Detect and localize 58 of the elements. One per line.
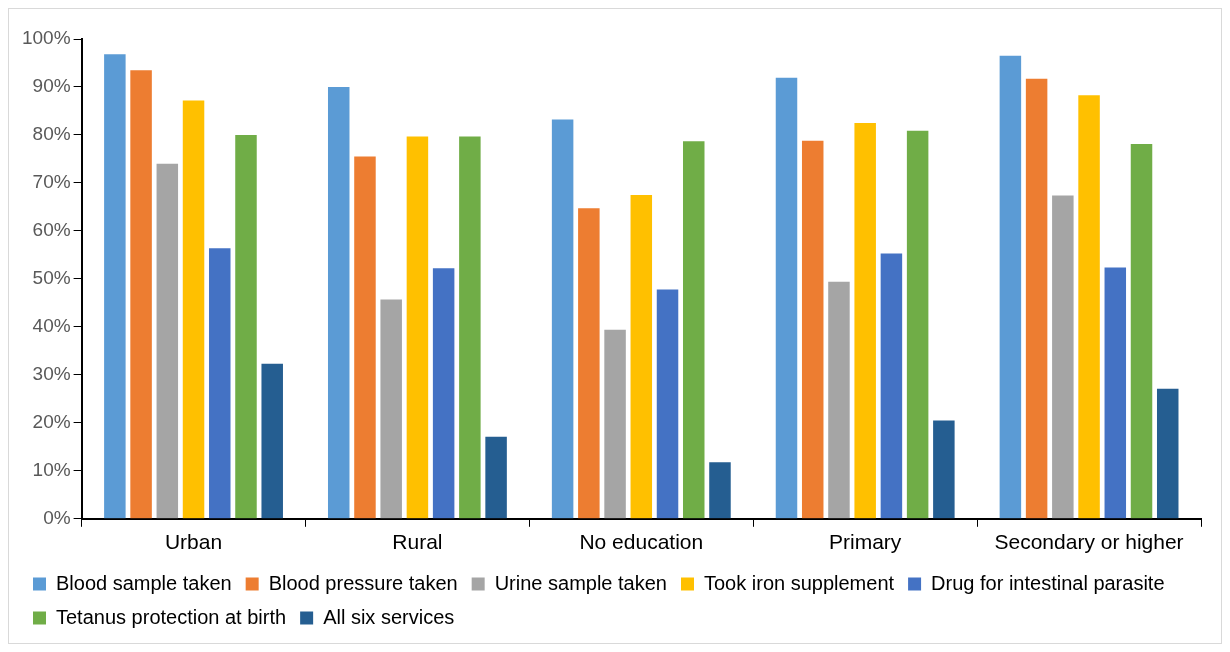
bar xyxy=(406,136,429,519)
bar xyxy=(1078,95,1100,519)
legend-label: Blood pressure taken xyxy=(268,571,458,594)
bar xyxy=(130,70,152,519)
legend-label: Urine sample taken xyxy=(494,571,667,594)
bar xyxy=(551,119,574,519)
bar xyxy=(182,100,205,519)
bar xyxy=(801,140,824,519)
bar xyxy=(1025,78,1048,519)
bar xyxy=(1104,267,1127,519)
y-tick-label: 70% xyxy=(32,171,71,193)
x-tick-label: Urban xyxy=(164,530,223,554)
y-tick-label: 20% xyxy=(32,411,71,433)
y-tick-label: 10% xyxy=(32,459,71,481)
x-tick-label: Primary xyxy=(829,530,902,554)
legend-label: Took iron supplement xyxy=(703,571,895,594)
y-tick-label: 60% xyxy=(32,219,71,241)
bar xyxy=(999,55,1022,519)
bar xyxy=(156,163,179,519)
legend-label: All six services xyxy=(323,605,455,628)
legend-label: Blood sample taken xyxy=(56,571,232,594)
bar xyxy=(775,77,798,519)
bar xyxy=(459,136,481,519)
bar xyxy=(261,363,283,519)
legend-label: Tetanus protection at birth xyxy=(56,605,287,628)
y-tick-label: 100% xyxy=(21,27,71,49)
bar xyxy=(656,289,679,519)
bar xyxy=(1156,388,1179,519)
y-tick-label: 50% xyxy=(32,267,71,289)
bar xyxy=(209,248,231,519)
bar xyxy=(235,134,257,519)
bar xyxy=(709,462,731,519)
legend-label: Drug for intestinal parasite xyxy=(931,571,1165,594)
bar xyxy=(630,194,653,519)
bar xyxy=(854,122,876,519)
bar xyxy=(828,281,850,519)
x-tick-label: Secondary or higher xyxy=(994,530,1184,554)
bar xyxy=(485,436,507,519)
bar xyxy=(1130,144,1153,519)
x-tick-label: Rural xyxy=(392,530,443,554)
bar xyxy=(104,54,126,519)
bar xyxy=(578,208,600,519)
y-tick-label: 0% xyxy=(43,507,71,529)
y-tick-label: 80% xyxy=(32,123,71,145)
bar xyxy=(1052,195,1074,519)
bar xyxy=(327,86,350,519)
bar xyxy=(354,156,376,519)
bar xyxy=(604,329,626,519)
bar xyxy=(906,130,929,519)
y-tick-label: 90% xyxy=(32,75,71,97)
bar xyxy=(432,268,455,519)
bar xyxy=(933,420,955,519)
bar xyxy=(683,141,705,519)
y-tick-label: 40% xyxy=(32,315,71,337)
bar xyxy=(880,253,903,519)
y-tick-label: 30% xyxy=(32,363,71,385)
x-tick-label: No education xyxy=(579,530,704,554)
bar xyxy=(380,299,402,519)
